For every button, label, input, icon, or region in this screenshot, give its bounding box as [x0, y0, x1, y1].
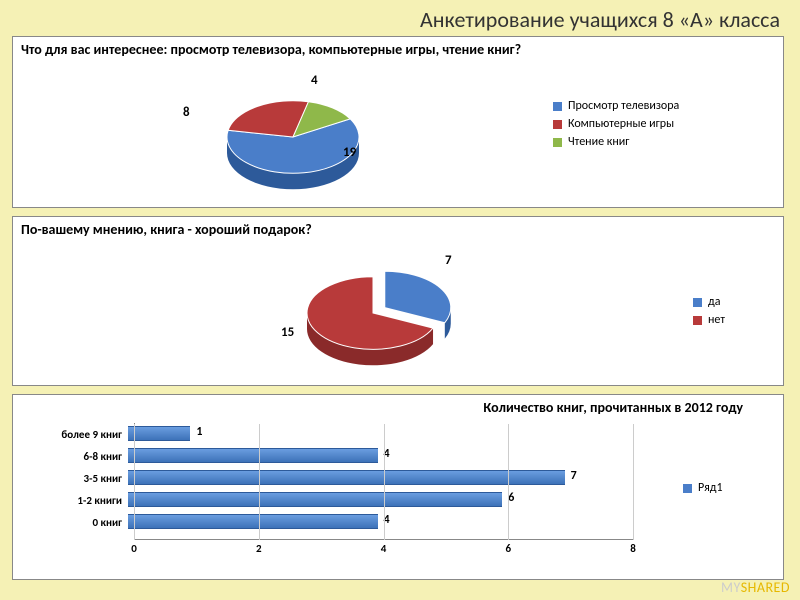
legend-label: да	[708, 295, 720, 309]
panel-books-read: Количество книг, прочитанных в 2012 году…	[12, 394, 784, 580]
bar-chart-books: более 9 книг16-8 книг43-5 книг71-2 книги…	[33, 423, 633, 557]
bar-category-label: 6-8 книг	[33, 450, 128, 463]
page-title: Анкетирование учащихся 8 «А» класса	[420, 6, 780, 33]
legend-label: Просмотр телевизора	[568, 99, 679, 113]
bar-row: 6-8 книг4	[33, 445, 633, 467]
legend-swatch	[553, 102, 562, 111]
pie-value-label: 8	[183, 105, 190, 120]
bar-fill	[128, 514, 378, 529]
bar-fill	[128, 426, 190, 441]
pie-chart-gift: 7 15	[13, 217, 783, 385]
legend-label: Чтение книг	[568, 135, 629, 149]
x-tick-label: 4	[381, 542, 387, 555]
bar-fill	[128, 448, 378, 463]
bar-value-label: 7	[571, 469, 577, 483]
x-tick-label: 6	[505, 542, 511, 555]
legend-item: да	[693, 295, 725, 309]
pie-value-label: 15	[281, 325, 294, 340]
legend-swatch	[693, 316, 702, 325]
panel3-title: Количество книг, прочитанных в 2012 году	[13, 395, 783, 420]
panel-interests: Что для вас интереснее: просмотр телевиз…	[12, 36, 784, 208]
pie-value-label: 19	[343, 145, 356, 160]
legend-item: Чтение книг	[553, 135, 679, 149]
x-tick-label: 2	[256, 542, 262, 555]
legend-swatch	[683, 484, 692, 493]
legend-label: Компьютерные игры	[568, 117, 674, 131]
legend-label: Ряд1	[698, 481, 723, 495]
watermark: MYSHARED	[721, 579, 790, 596]
pie-value-label: 4	[311, 73, 318, 88]
bar-category-label: 1-2 книги	[33, 494, 128, 507]
bar-fill	[128, 470, 565, 485]
panel-gift: По-вашему мнению, книга - хороший подаро…	[12, 216, 784, 386]
legend-gift: да нет	[693, 295, 725, 331]
bar-row: 1-2 книги6	[33, 489, 633, 511]
legend-item: Ряд1	[683, 481, 723, 495]
legend-item: нет	[693, 313, 725, 327]
legend-books: Ряд1	[683, 481, 723, 499]
bar-category-label: более 9 книг	[33, 428, 128, 441]
bar-row: 3-5 книг 7	[33, 467, 633, 489]
legend-item: Просмотр телевизора	[553, 99, 679, 113]
x-tick-label: 8	[630, 542, 636, 555]
legend-interests: Просмотр телевизора Компьютерные игры Чтен…	[553, 99, 679, 153]
bar-category-label: 3-5 книг	[33, 472, 128, 485]
bar-fill	[128, 492, 502, 507]
legend-swatch	[553, 138, 562, 147]
bar-value-label: 1	[196, 425, 202, 439]
bar-category-label: 0 книг	[33, 516, 128, 529]
legend-label: нет	[708, 313, 725, 327]
legend-swatch	[693, 298, 702, 307]
legend-item: Компьютерные игры	[553, 117, 679, 131]
x-tick-label: 0	[131, 542, 137, 555]
bar-row: 0 книг4	[33, 511, 633, 533]
legend-swatch	[553, 120, 562, 129]
pie-value-label: 7	[445, 253, 452, 268]
bar-row: более 9 книг 1	[33, 423, 633, 445]
